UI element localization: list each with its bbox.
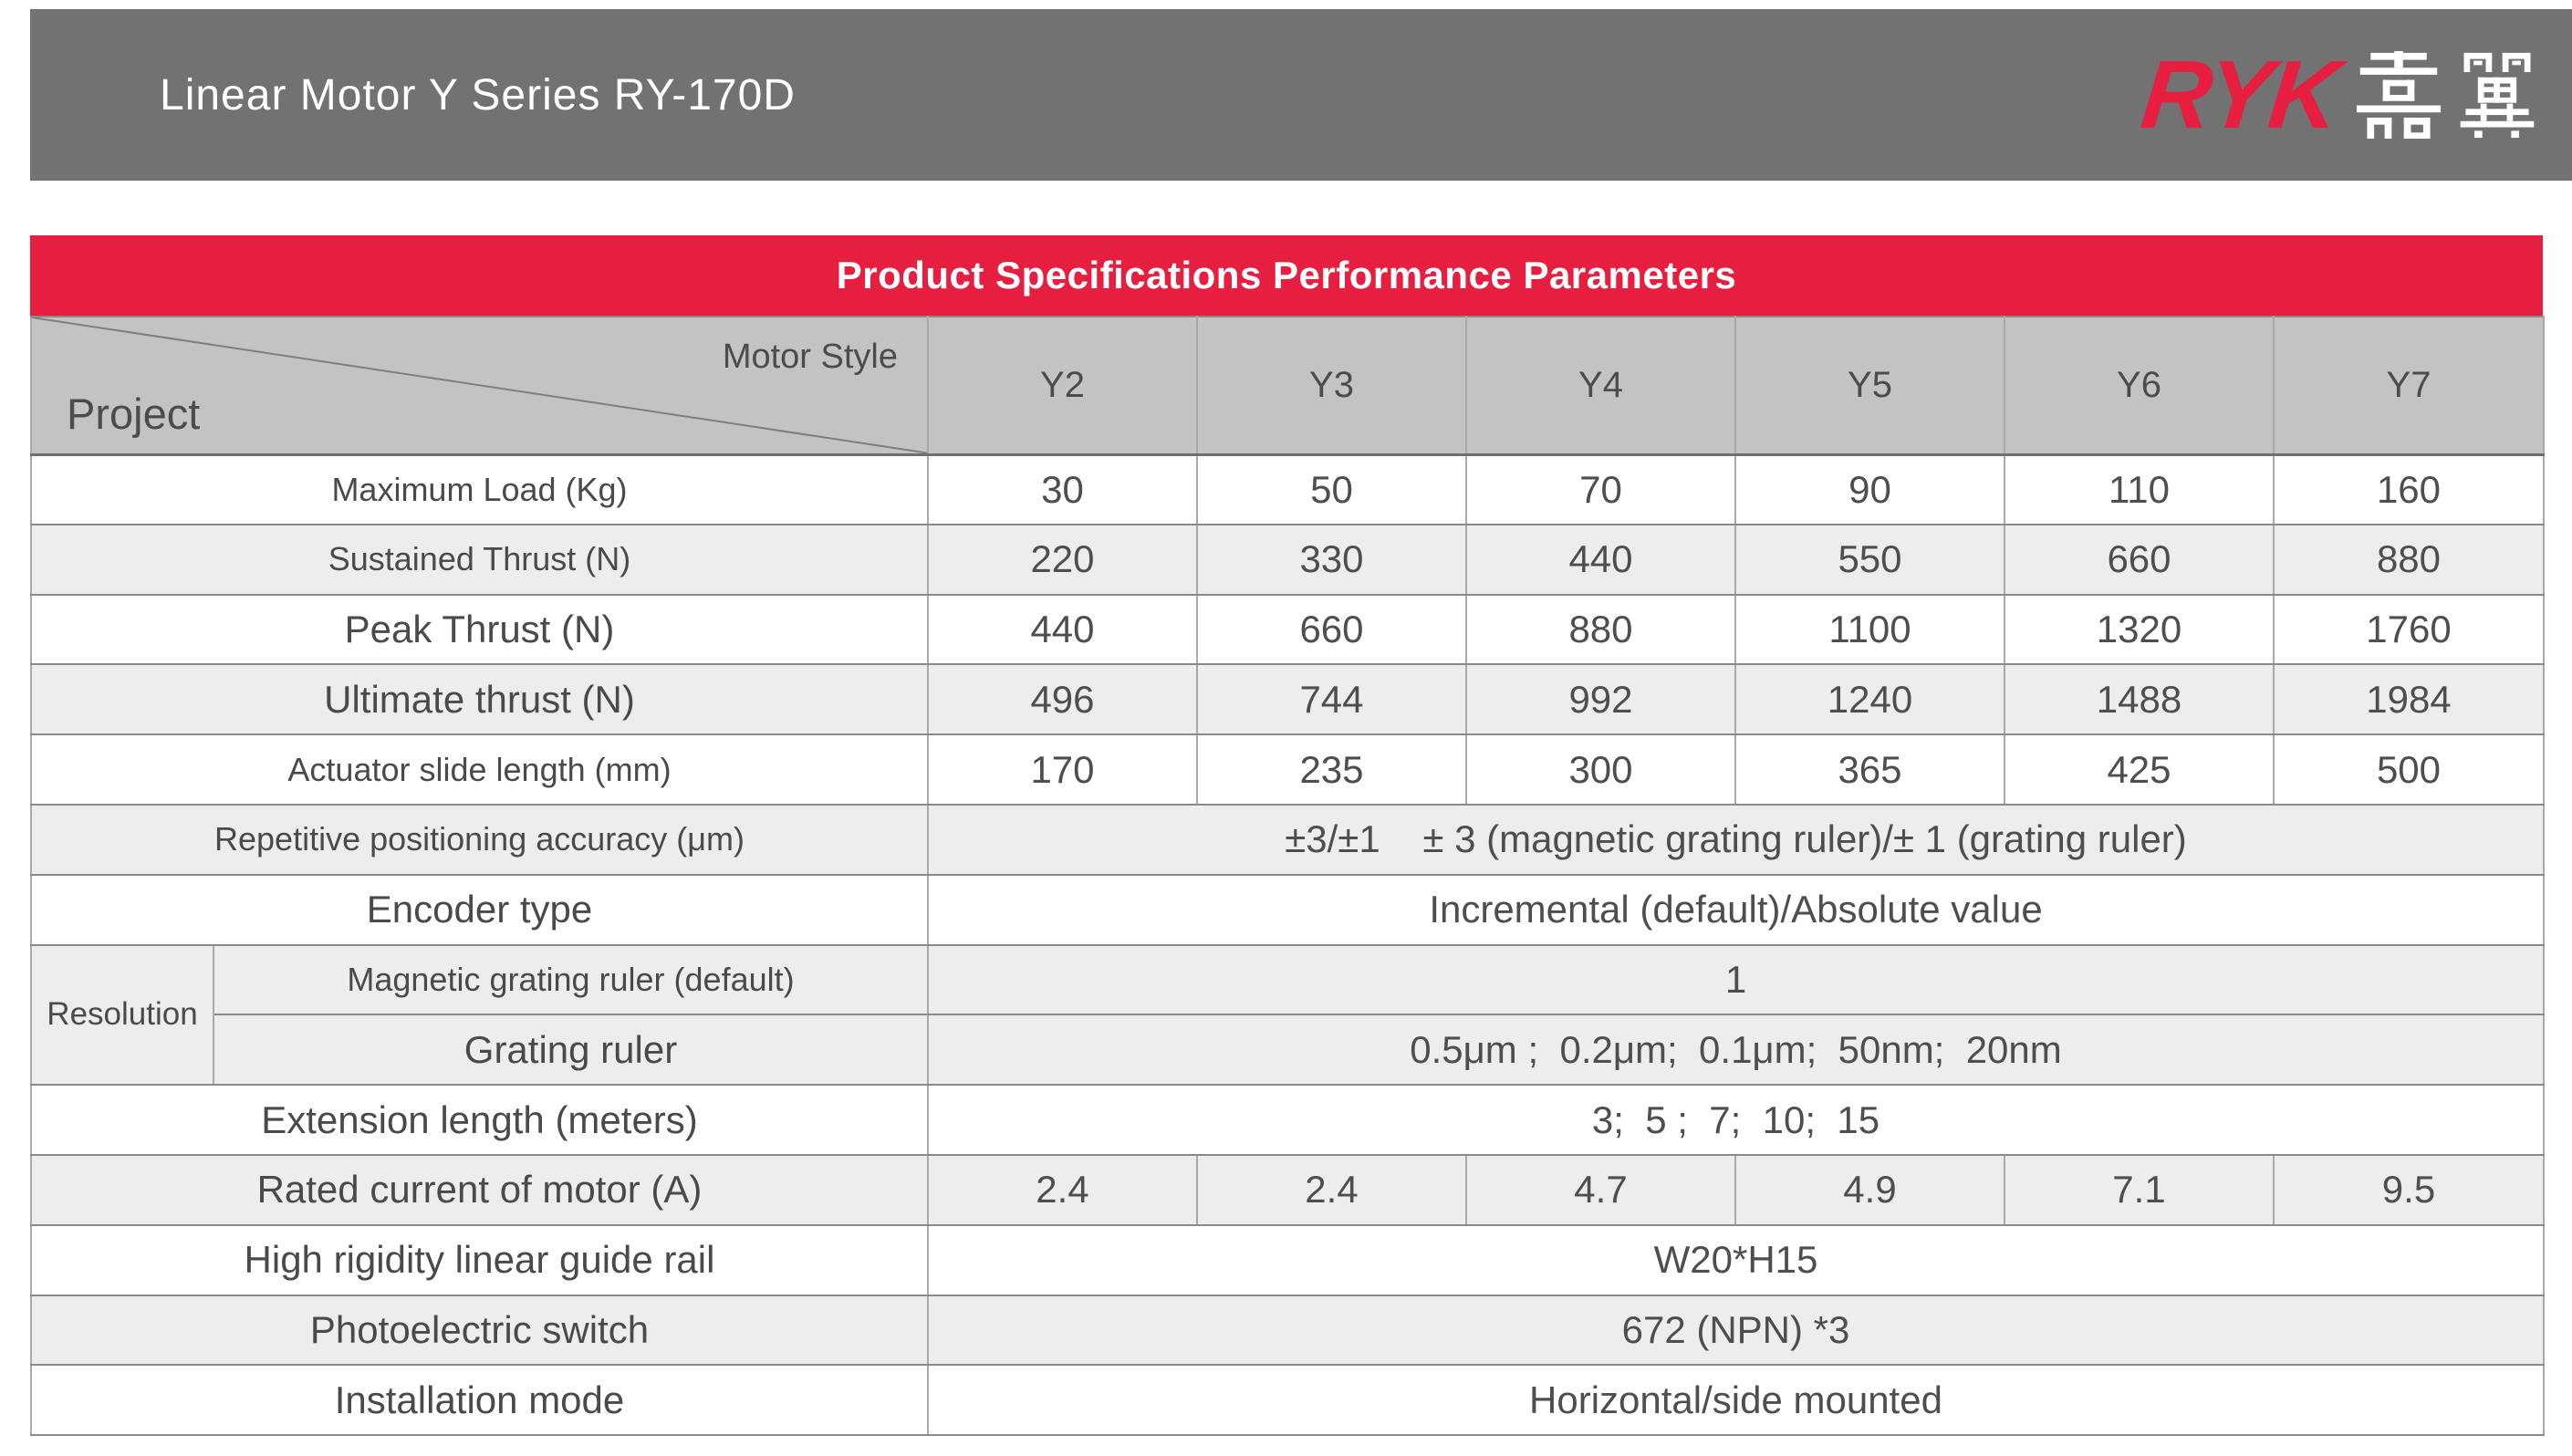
value-cell: 496 (927, 663, 1198, 736)
column-header-y7: Y7 (2273, 316, 2545, 456)
table-row: Sustained Thrust (N) 220 330 440 550 660… (30, 523, 2545, 596)
row-label: Encoder type (30, 873, 929, 946)
page-title: Linear Motor Y Series RY-170D (160, 70, 796, 120)
row-label: High rigidity linear guide rail (30, 1223, 929, 1296)
logo-chinese-art-icon (2355, 51, 2541, 139)
table-row: Installation mode Horizontal/side mounte… (30, 1364, 2545, 1437)
value-cell: 440 (1465, 523, 1736, 596)
logo-ryk-text: RYK (2136, 41, 2343, 149)
value-cell: 440 (927, 593, 1198, 666)
value-cell: 1100 (1734, 593, 2005, 666)
value-cell: 2.4 (927, 1153, 1198, 1226)
corner-label-project: Project (67, 389, 201, 438)
table-row: Actuator slide length (mm) 170 235 300 3… (30, 733, 2545, 806)
table-row: Rated current of motor (A) 2.4 2.4 4.7 4… (30, 1153, 2545, 1226)
value-cell: 2.4 (1196, 1153, 1467, 1226)
corner-header-cell: Motor Style Project (30, 316, 929, 456)
value-cell: 992 (1465, 663, 1736, 736)
table-row: Photoelectric switch 672 (NPN) *3 (30, 1294, 2545, 1367)
value-cell: 500 (2273, 733, 2545, 806)
row-label: Ultimate thrust (N) (30, 663, 929, 736)
cjk-glyph-jia-icon (2356, 51, 2442, 139)
value-cell: 4.7 (1465, 1153, 1736, 1226)
table-row: Encoder type Incremental (default)/Absol… (30, 873, 2545, 946)
diagonal-divider (32, 317, 927, 453)
value-cell: 330 (1196, 523, 1467, 596)
column-header-y4: Y4 (1465, 316, 1736, 456)
value-cell: 300 (1465, 733, 1736, 806)
column-header-y2: Y2 (927, 316, 1198, 456)
column-header-y6: Y6 (2004, 316, 2275, 456)
value-cell: 365 (1734, 733, 2005, 806)
value-cell-span: 0.5μm ; 0.2μm; 0.1μm; 50nm; 20nm (927, 1014, 2545, 1087)
value-cell: 1760 (2273, 593, 2545, 666)
table-row: Maximum Load (Kg) 30 50 70 90 110 160 (30, 453, 2545, 525)
value-cell: 160 (2273, 453, 2545, 525)
spec-table: Motor Style Project Y2 Y3 Y4 Y5 Y6 Y7 Ma… (30, 316, 2545, 1437)
value-cell: 30 (927, 453, 1198, 525)
value-cell: 880 (2273, 523, 2545, 596)
value-cell: 90 (1734, 453, 2005, 525)
value-cell: 170 (927, 733, 1198, 806)
value-cell: 235 (1196, 733, 1467, 806)
value-cell: 1984 (2273, 663, 2545, 736)
row-label: Actuator slide length (mm) (30, 733, 929, 806)
table-row: Ultimate thrust (N) 496 744 992 1240 148… (30, 663, 2545, 736)
row-label: Rated current of motor (A) (30, 1153, 929, 1226)
value-cell: 660 (2004, 523, 2275, 596)
table-row: Resolution Magnetic grating ruler (defau… (30, 943, 2545, 1087)
table-row: High rigidity linear guide rail W20*H15 (30, 1223, 2545, 1296)
value-cell: 1320 (2004, 593, 2275, 666)
value-cell-span: W20*H15 (927, 1223, 2545, 1296)
table-row: Repetitive positioning accuracy (μm) ±3/… (30, 803, 2545, 876)
value-cell: 50 (1196, 453, 1467, 525)
table-row: Peak Thrust (N) 440 660 880 1100 1320 17… (30, 593, 2545, 666)
value-cell-span: Incremental (default)/Absolute value (927, 873, 2545, 946)
value-cell: 110 (2004, 453, 2275, 525)
value-cell: 425 (2004, 733, 2275, 806)
row-label: Grating ruler (213, 1014, 929, 1087)
value-cell-span: Horizontal/side mounted (927, 1364, 2545, 1437)
header-bar: Linear Motor Y Series RY-170D RYK 嘉翼 (30, 9, 2572, 181)
value-cell-span: ±3/±1 ± 3 (magnetic grating ruler)/± 1 (… (927, 803, 2545, 876)
value-cell: 7.1 (2004, 1153, 2275, 1226)
value-cell: 1488 (2004, 663, 2275, 736)
table-title-banner: Product Specifications Performance Param… (30, 235, 2543, 316)
value-cell: 4.9 (1734, 1153, 2005, 1226)
row-label: Photoelectric switch (30, 1294, 929, 1367)
row-label: Peak Thrust (N) (30, 593, 929, 666)
value-cell-span: 672 (NPN) *3 (927, 1294, 2545, 1367)
row-label: Sustained Thrust (N) (30, 523, 929, 596)
value-cell-span: 3; 5 ; 7; 10; 15 (927, 1084, 2545, 1156)
row-label: Maximum Load (Kg) (30, 453, 929, 525)
row-label: Magnetic grating ruler (default) (213, 943, 929, 1016)
value-cell: 744 (1196, 663, 1467, 736)
table-header-row: Motor Style Project Y2 Y3 Y4 Y5 Y6 Y7 (30, 316, 2545, 456)
brand-logo: RYK 嘉翼 (2137, 9, 2541, 181)
value-cell: 550 (1734, 523, 2005, 596)
row-label: Repetitive positioning accuracy (μm) (30, 803, 929, 876)
value-cell: 9.5 (2273, 1153, 2545, 1226)
column-header-y3: Y3 (1196, 316, 1467, 456)
corner-label-motor-style: Motor Style (722, 338, 898, 376)
value-cell: 1240 (1734, 663, 2005, 736)
table-row: Extension length (meters) 3; 5 ; 7; 10; … (30, 1084, 2545, 1156)
row-label: Installation mode (30, 1364, 929, 1437)
value-cell-span: 1 (927, 943, 2545, 1016)
value-cell: 70 (1465, 453, 1736, 525)
table-row: Grating ruler 0.5μm ; 0.2μm; 0.1μm; 50nm… (31, 1014, 2545, 1087)
table-title-text: Product Specifications Performance Param… (836, 254, 1737, 296)
value-cell: 660 (1196, 593, 1467, 666)
value-cell: 880 (1465, 593, 1736, 666)
row-label: Extension length (meters) (30, 1084, 929, 1156)
row-group-label-resolution: Resolution (30, 943, 214, 1087)
cjk-glyph-yi-icon (2460, 52, 2535, 139)
value-cell: 220 (927, 523, 1198, 596)
column-header-y5: Y5 (1734, 316, 2005, 456)
